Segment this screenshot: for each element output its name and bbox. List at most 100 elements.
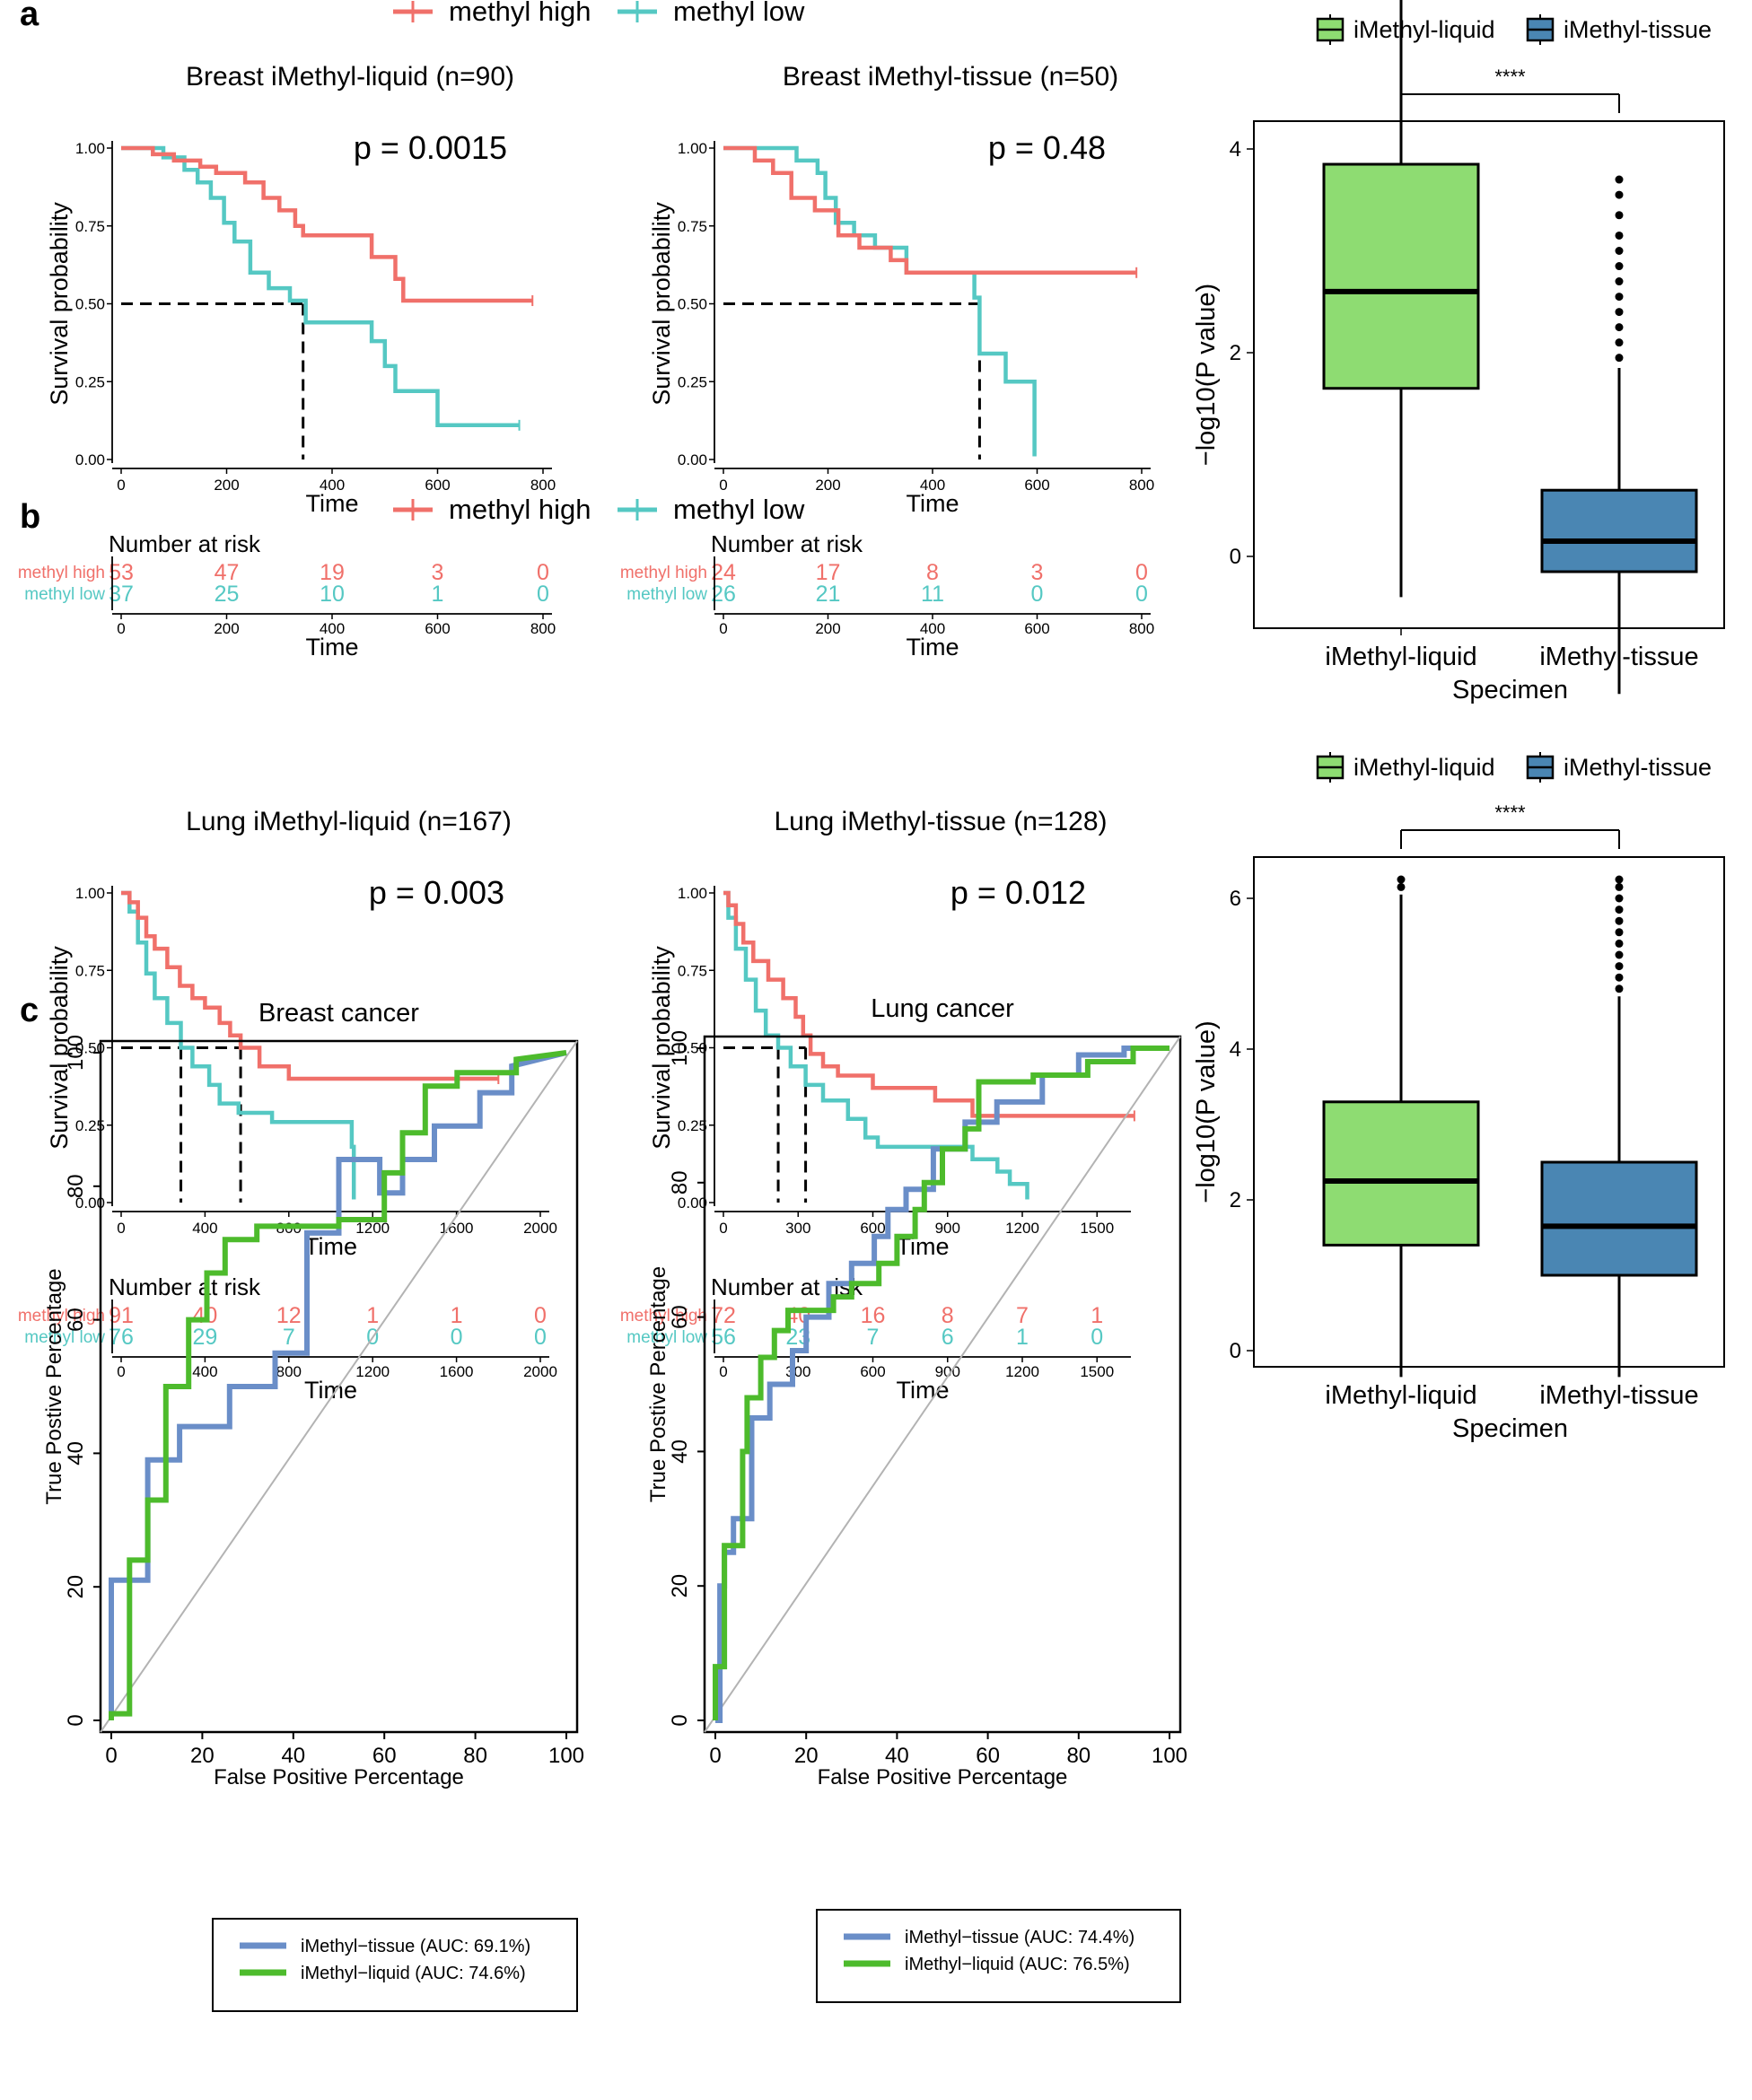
km-b1-risk-high-value: 1 [451, 1303, 463, 1328]
roc-breast-curve-liquid [109, 1050, 567, 1720]
km-a2-xtick-label: 0 [719, 477, 727, 494]
km-b1-risk-xtick-label: 400 [192, 1363, 217, 1380]
km-b1-risk-low-value: 7 [283, 1325, 295, 1350]
box-b-outlier-tissue [1615, 875, 1624, 884]
km-a2-ylabel: Survival probability [648, 202, 675, 406]
box-a-box-tissue [1540, 488, 1698, 573]
box-a-ytick-label: 4 [1230, 137, 1241, 162]
km-b1-ytick-label: 0.75 [75, 962, 105, 979]
roc-lung-ytick-label: 0 [668, 1714, 692, 1726]
box-b-ytick-label: 6 [1230, 887, 1241, 911]
km-b1-pvalue: p = 0.003 [369, 874, 504, 911]
box-a-outlier-tissue [1615, 175, 1624, 184]
roc-lung-diagonal [704, 1036, 1181, 1733]
km-b2-risk-high-value: 7 [1016, 1303, 1029, 1328]
box-b-outlier-tissue [1615, 916, 1624, 925]
km-b2-ytick-label: 0.75 [678, 962, 707, 979]
km-a1-risk-xtick-label: 600 [425, 620, 450, 637]
km-a2-ytick-label: 0.25 [678, 373, 707, 390]
box-a-ytick-label: 2 [1230, 341, 1241, 365]
km-a1-xtick-label: 800 [530, 477, 556, 494]
km-a2-risk-xtick-label: 400 [920, 620, 945, 637]
km-b2-xtick-label: 600 [860, 1220, 885, 1237]
box-b-outlier-tissue [1615, 906, 1624, 914]
box-b-outlier-tissue [1615, 894, 1624, 903]
km-a2-pvalue: p = 0.48 [988, 129, 1106, 166]
km-a1-xtick-label: 400 [320, 477, 345, 494]
box-legend-label-liquid-b: iMethyl-liquid [1353, 754, 1495, 781]
km-a2-risk-low-value: 21 [816, 582, 841, 607]
roc-lung-ytick-label: 60 [668, 1305, 692, 1329]
km-b2-ytick-label: 0.25 [678, 1117, 707, 1134]
km-a2-xtick-label: 400 [920, 477, 945, 494]
km-b2-risk-xlabel: Time [897, 1377, 950, 1404]
box-b-outlier-tissue [1615, 928, 1624, 937]
roc-lung-legend-label-liquid: iMethyl−liquid (AUC: 76.5%) [905, 1955, 1130, 1974]
km-b2-xtick-label: 0 [719, 1220, 727, 1237]
box-a-outlier-tissue [1615, 323, 1624, 332]
box-a-outlier-tissue [1615, 247, 1624, 255]
km-a1-risk-low-value: 0 [537, 582, 549, 607]
km-b1-ytick-label: 1.00 [75, 885, 105, 902]
km-a1-ytick-label: 0.75 [75, 218, 105, 235]
km-b1-ytick-label: 0.25 [75, 1117, 105, 1134]
roc-lung-ytick-label: 80 [668, 1170, 692, 1194]
box-a-outlier-tissue [1615, 277, 1624, 286]
box-b-outlier-tissue [1615, 950, 1624, 959]
roc-breast-title: Breast cancer [258, 999, 419, 1028]
km-b2-ytick-label: 1.00 [678, 885, 707, 902]
box-b-outlier-tissue [1615, 973, 1624, 982]
box-a-outlier-tissue [1615, 262, 1624, 271]
km-b1-xtick-label: 400 [192, 1220, 217, 1237]
km-a1-risk-low-value: 25 [215, 582, 240, 607]
km-a1-ytick-label: 0.00 [75, 451, 105, 468]
km-a2-risk-label-low: methyl low [626, 585, 707, 604]
km-a1-risk-label-high: methyl high [18, 564, 105, 582]
km-b2-risk-xtick-label: 0 [719, 1363, 727, 1380]
km-a1-ytick-label: 0.25 [75, 373, 105, 390]
km-b1-risk-low-value: 0 [451, 1325, 463, 1350]
km-b1-xtick-label: 1600 [440, 1220, 474, 1237]
roc-lung-ytick-label: 100 [668, 1030, 692, 1066]
km-a2-risk-xtick-label: 600 [1024, 620, 1049, 637]
km-b1-risk-label-low: methyl low [24, 1328, 105, 1347]
km-b1-risk-low-value: 0 [534, 1325, 547, 1350]
roc-breast-ytick-label: 100 [64, 1035, 88, 1071]
box-a-box-liquid [1322, 162, 1480, 390]
km-a1-risk-title: Number at risk [109, 530, 261, 557]
km-a2-curve-high [723, 145, 1137, 276]
km-b2-risk-xtick-label: 1200 [1005, 1363, 1039, 1380]
km-a1-ytick-label: 0.50 [75, 296, 105, 313]
box-a-xtick-label-tissue: iMethyl-tissue [1539, 643, 1698, 671]
km-b2-risk-xtick-label: 300 [785, 1363, 810, 1380]
box-a-outlier-tissue [1615, 293, 1624, 302]
km-b2-title: Lung iMethyl-tissue (n=128) [774, 807, 1107, 836]
roc-breast-xtick-label: 0 [105, 1744, 117, 1768]
km-b1-curve-low [121, 890, 356, 1200]
km-a2-risk-low-value: 11 [921, 582, 944, 607]
km-a2-risk-label-high: methyl high [620, 564, 707, 582]
km-b2-risk-low-value: 0 [1091, 1325, 1103, 1350]
roc-breast-ylabel: True Postive Percentage [42, 1268, 66, 1504]
box-a-outlier-tissue [1615, 231, 1624, 240]
km-b2-risk-label-high: methyl high [620, 1307, 707, 1326]
km-b2-xtick-label: 1200 [1005, 1220, 1039, 1237]
km-a2-xtick-label: 800 [1129, 477, 1154, 494]
roc-breast-diagonal [100, 1040, 578, 1733]
roc-lung-xtick-label: 80 [1066, 1744, 1091, 1768]
box-a-outlier-tissue [1615, 354, 1624, 363]
km-b2-curve-low [723, 890, 1029, 1200]
box-b-xtick-label-liquid: iMethyl-liquid [1325, 1381, 1476, 1410]
km-a1-curve-high [121, 145, 533, 303]
km-a2-risk-high-value: 3 [1031, 560, 1044, 585]
box-b-ytick-label: 0 [1230, 1339, 1241, 1363]
km-a2-risk-xtick-label: 800 [1129, 620, 1154, 637]
box-b-outlier-tissue [1615, 882, 1624, 891]
km-a2-risk-xtick-label: 200 [815, 620, 840, 637]
km-b2-risk-label-low: methyl low [626, 1328, 707, 1347]
box-b-box-tissue [1540, 1160, 1698, 1277]
km-a2-risk-low-value: 0 [1031, 582, 1044, 607]
roc-breast-xtick-label: 40 [281, 1744, 305, 1768]
box-b-xtick-label-tissue: iMethyl-tissue [1539, 1381, 1698, 1410]
roc-lung-xtick-label: 40 [885, 1744, 909, 1768]
